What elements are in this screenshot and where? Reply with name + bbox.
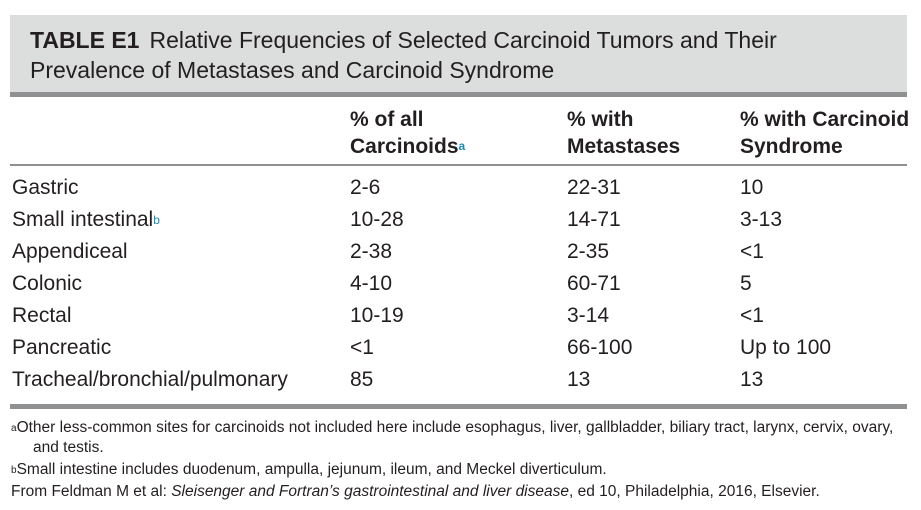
- all-carcinoids-cell: <1: [350, 336, 374, 359]
- footnote-marker: a: [11, 423, 17, 434]
- table-title-text-1: Relative Frequencies of Selected Carcino…: [149, 27, 777, 53]
- site-label: Rectal: [12, 304, 72, 327]
- site-label: Tracheal/bronchial/pulmonary: [12, 368, 288, 391]
- site-cell: Rectal: [12, 300, 72, 332]
- footnote-a: aOther less-common sites for carcinoids …: [11, 418, 893, 458]
- syndrome-cell: 13: [740, 368, 764, 391]
- citation-title: Sleisenger and Fortran’s gastrointestina…: [171, 483, 569, 500]
- column-header-line: Carcinoidsa: [350, 133, 465, 160]
- column-header-line: Syndrome: [740, 135, 843, 158]
- table-row: Tracheal/bronchial/pulmonary 85 13 13: [0, 364, 921, 396]
- table-row: Gastric 2-6 22-31 10: [0, 172, 921, 204]
- metastases-cell: 66-100: [567, 336, 633, 359]
- site-cell: Appendiceal: [12, 236, 128, 268]
- all-carcinoids-cell: 10-28: [350, 208, 404, 231]
- site-label: Pancreatic: [12, 336, 112, 359]
- table-title-line-1: TABLE E1 Relative Frequencies of Selected…: [30, 25, 907, 55]
- metastases-cell: 2-35: [567, 240, 610, 263]
- syndrome-cell: Up to 100: [740, 336, 832, 359]
- source-citation: From Feldman M et al: Sleisenger and For…: [11, 482, 820, 502]
- column-header-carcinoid-syndrome: % with Carcinoid Syndrome: [740, 106, 909, 160]
- all-carcinoids-cell: 10-19: [350, 304, 404, 327]
- column-header-metastases: % with Metastases: [567, 106, 680, 160]
- footnote-marker: a: [458, 139, 466, 153]
- syndrome-cell: 3-13: [740, 208, 783, 231]
- table-bottom-rule: [10, 404, 907, 409]
- site-cell: Tracheal/bronchial/pulmonary: [12, 364, 288, 396]
- column-header-line: % of all: [350, 108, 424, 131]
- table-title-block: TABLE E1 Relative Frequencies of Selected…: [10, 15, 907, 92]
- metastases-cell: 22-31: [567, 176, 621, 199]
- metastases-cell: 60-71: [567, 272, 621, 295]
- site-label: Appendiceal: [12, 240, 128, 263]
- table-label: TABLE E1: [30, 27, 140, 53]
- site-cell: Gastric: [12, 172, 79, 204]
- footnote-text: Other less-common sites for carcinoids n…: [16, 419, 894, 436]
- site-cell: Pancreatic: [12, 332, 111, 364]
- syndrome-cell: 10: [740, 176, 764, 199]
- all-carcinoids-cell: 85: [350, 368, 374, 391]
- header-top-rule: [10, 92, 907, 97]
- header-bottom-rule: [10, 164, 907, 166]
- syndrome-cell: <1: [740, 304, 764, 327]
- all-carcinoids-cell: 4-10: [350, 272, 393, 295]
- all-carcinoids-cell: 2-38: [350, 240, 393, 263]
- table-row: Appendiceal 2-38 2-35 <1: [0, 236, 921, 268]
- column-header-line: % with Carcinoid: [740, 108, 910, 131]
- site-label: Gastric: [12, 176, 79, 199]
- table-row: Pancreatic <1 66-100 Up to 100: [0, 332, 921, 364]
- footnote-marker: b: [153, 213, 160, 227]
- metastases-cell: 3-14: [567, 304, 610, 327]
- citation-suffix: , ed 10, Philadelphia, 2016, Elsevier.: [569, 483, 820, 500]
- citation-prefix: From Feldman M et al:: [11, 483, 172, 500]
- site-cell: Colonic: [12, 268, 82, 300]
- footnote-a-line-2: and testis.: [33, 439, 104, 456]
- footnote-marker: b: [11, 465, 17, 476]
- syndrome-cell: <1: [740, 240, 764, 263]
- all-carcinoids-cell: 2-6: [350, 176, 381, 199]
- site-label: Small intestinal: [12, 208, 154, 231]
- footnote-a-line-1: aOther less-common sites for carcinoids …: [11, 418, 893, 438]
- metastases-cell: 14-71: [567, 208, 621, 231]
- table-row: Small intestinalb 10-28 14-71 3-13: [0, 204, 921, 236]
- table-row: Colonic 4-10 60-71 5: [0, 268, 921, 300]
- syndrome-cell: 5: [740, 272, 752, 295]
- table-row: Rectal 10-19 3-14 <1: [0, 300, 921, 332]
- footnote-b: bSmall intestine includes duodenum, ampu…: [11, 460, 607, 480]
- column-header-all-carcinoids: % of all Carcinoidsa: [350, 106, 465, 160]
- site-cell: Small intestinalb: [12, 204, 160, 236]
- column-header-text: Carcinoids: [350, 135, 459, 158]
- column-header-line: % with: [567, 108, 634, 131]
- footnote-text: Small intestine includes duodenum, ampul…: [16, 461, 607, 478]
- metastases-cell: 13: [567, 368, 591, 391]
- site-label: Colonic: [12, 272, 83, 295]
- table-title-line-2: Prevalence of Metastases and Carcinoid S…: [30, 57, 555, 83]
- column-header-line: Metastases: [567, 135, 681, 158]
